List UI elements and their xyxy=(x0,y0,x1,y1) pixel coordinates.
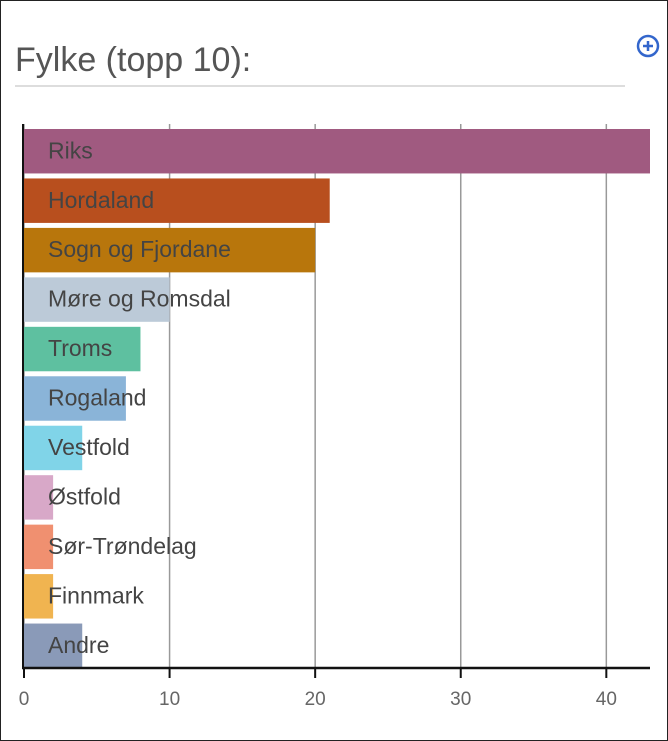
bar xyxy=(24,227,316,273)
bar xyxy=(24,623,83,668)
bar xyxy=(24,425,83,471)
bar xyxy=(24,326,141,372)
bar-label: Finnmark xyxy=(48,582,144,608)
bar-label: Troms xyxy=(48,335,112,361)
bar xyxy=(24,277,170,322)
bar xyxy=(24,524,54,570)
bar-label: Østfold xyxy=(48,483,121,509)
bar xyxy=(24,376,126,421)
bar xyxy=(24,129,650,174)
bar-label: Andre xyxy=(48,632,109,658)
bar-label: Hordaland xyxy=(48,187,154,213)
icon-circle xyxy=(636,34,660,58)
bar-label: Sør-Trøndelag xyxy=(48,533,197,559)
expand-icon[interactable] xyxy=(636,34,660,58)
bar-label: Sogn og Fjordane xyxy=(48,236,231,262)
x-tick-label: 0 xyxy=(19,689,30,710)
x-tick-label: 40 xyxy=(596,689,617,710)
bar-label: Rogaland xyxy=(48,385,146,411)
chart-title: Fylke (topp 10): xyxy=(15,41,251,79)
bar xyxy=(24,475,54,520)
bar-label: Vestfold xyxy=(48,434,130,460)
x-tick-label: 20 xyxy=(305,689,326,710)
bar xyxy=(24,178,330,223)
bar xyxy=(24,574,54,619)
bar-label: Riks xyxy=(48,137,93,163)
bar-label: Møre og Romsdal xyxy=(48,286,231,312)
icon-plus xyxy=(643,41,653,51)
x-tick-label: 30 xyxy=(450,689,471,710)
x-tick-label: 10 xyxy=(159,689,180,710)
